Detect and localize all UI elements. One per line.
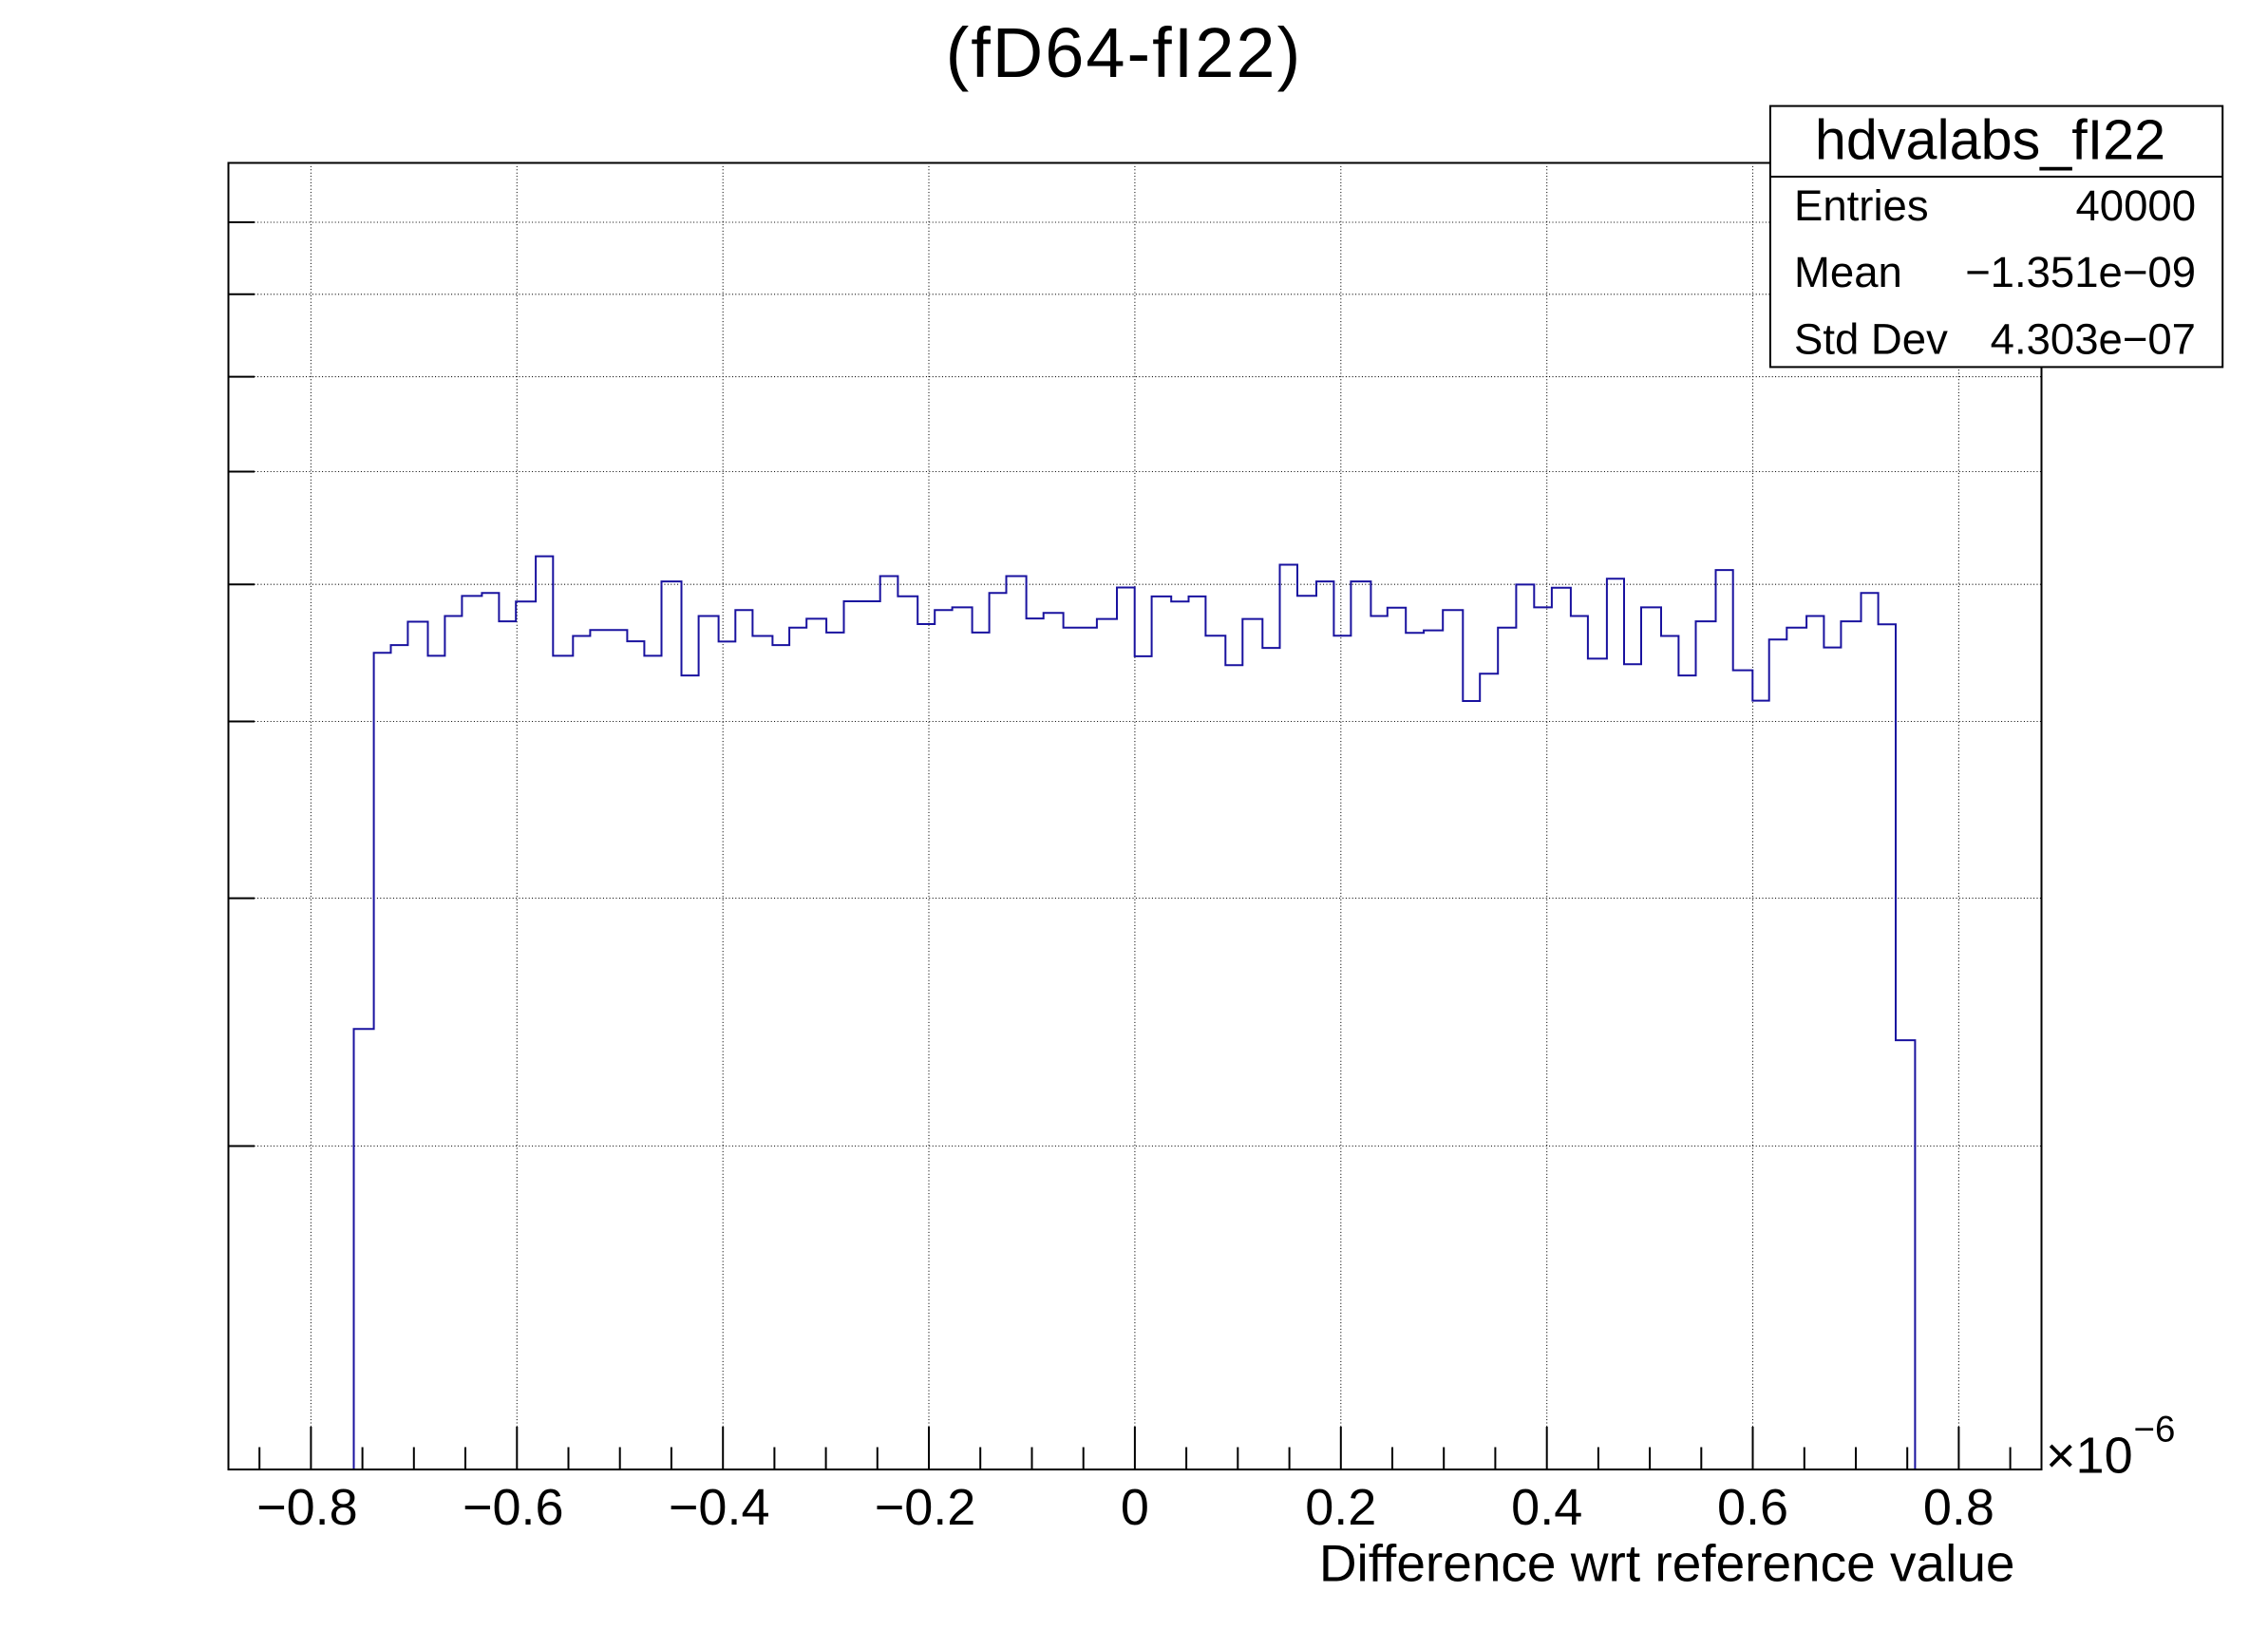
svg-text:−0.2: −0.2 <box>875 1479 976 1536</box>
svg-text:−0.6: −0.6 <box>463 1479 564 1536</box>
svg-text:×10: ×10 <box>2046 1428 2133 1485</box>
svg-text:−0.8: −0.8 <box>256 1479 358 1536</box>
svg-text:−0.4: −0.4 <box>669 1479 770 1536</box>
svg-text:Difference wrt reference value: Difference wrt reference value <box>1319 1534 2015 1593</box>
svg-text:Std Dev: Std Dev <box>1794 315 1948 364</box>
svg-text:Entries: Entries <box>1794 181 1929 230</box>
svg-text:hdvalabs_fI22: hdvalabs_fI22 <box>1815 108 2165 172</box>
svg-text:40000: 40000 <box>2075 181 2196 230</box>
svg-text:(fD64-fI22): (fD64-fI22) <box>946 13 1303 92</box>
svg-text:−6: −6 <box>2134 1410 2176 1450</box>
svg-text:0: 0 <box>1121 1479 1149 1536</box>
svg-text:−1.351e−09: −1.351e−09 <box>1965 248 2196 296</box>
svg-text:0.6: 0.6 <box>1717 1479 1788 1536</box>
svg-text:Mean: Mean <box>1794 248 1902 296</box>
svg-text:4.303e−07: 4.303e−07 <box>1991 315 2196 364</box>
svg-text:0.4: 0.4 <box>1511 1479 1582 1536</box>
svg-text:0.8: 0.8 <box>1923 1479 1994 1536</box>
svg-text:0.2: 0.2 <box>1305 1479 1376 1536</box>
